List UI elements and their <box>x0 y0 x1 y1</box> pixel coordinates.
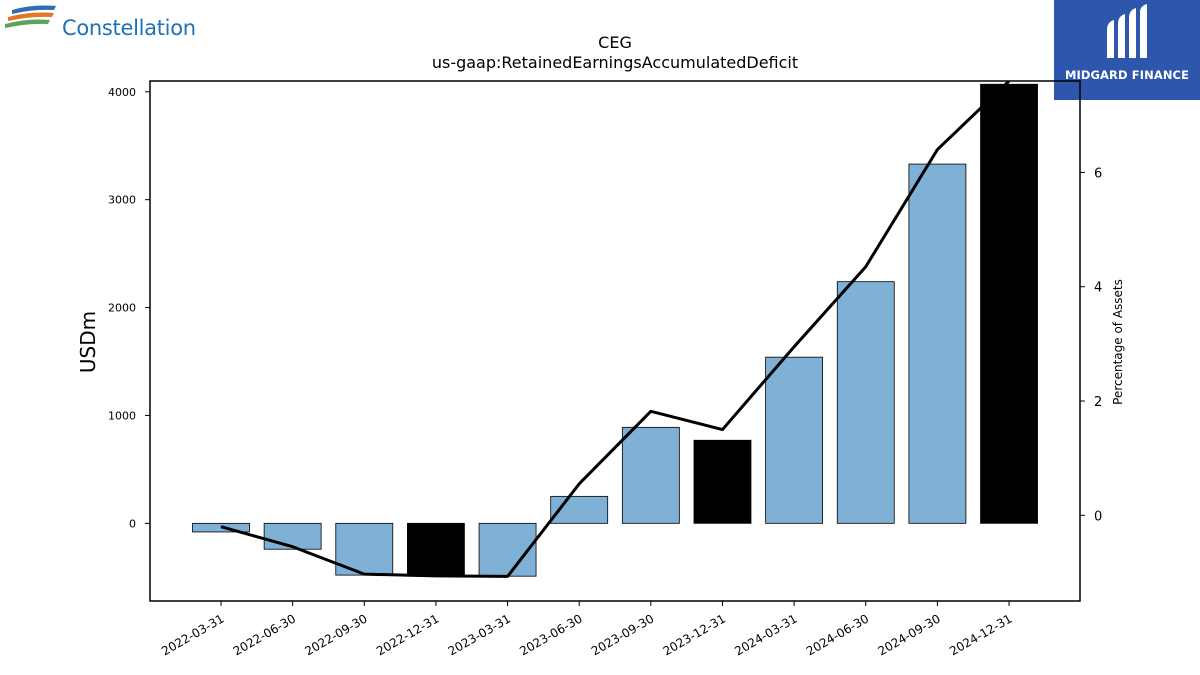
bar <box>693 439 752 524</box>
bar <box>621 426 680 524</box>
bar <box>908 163 967 524</box>
plot-frame <box>149 80 1081 602</box>
y-tick-label: 4000 <box>108 86 136 99</box>
x-tick-label: 2023-06-30 <box>517 611 584 658</box>
brand-logo: MIDGARD FINANCE <box>1054 0 1200 100</box>
y2-tick-label: 0 <box>1094 509 1102 524</box>
bar <box>263 522 322 550</box>
company-name: Constellation <box>62 16 196 40</box>
x-tick-label: 2023-09-30 <box>589 611 656 658</box>
x-tick-label: 2022-03-31 <box>159 611 226 658</box>
company-logo: Constellation <box>4 4 214 48</box>
x-tick-label: 2024-12-31 <box>947 611 1014 658</box>
y2-tick-label: 6 <box>1094 166 1102 181</box>
y-tick-label: 2000 <box>108 302 136 315</box>
bar <box>980 83 1038 524</box>
brand-mark-icon <box>1107 4 1147 58</box>
y2-tick-label: 2 <box>1094 395 1102 410</box>
y-tick-label: 3000 <box>108 194 136 207</box>
series-line <box>220 81 1011 578</box>
x-tick-label: 2022-06-30 <box>231 611 298 658</box>
bar <box>407 522 465 577</box>
y-axis-label: USDm <box>76 311 100 373</box>
x-tick-label: 2022-12-31 <box>374 611 441 658</box>
x-tick-label: 2023-12-31 <box>661 611 728 658</box>
chart-title: CEG <box>598 33 632 52</box>
y-tick-label: 1000 <box>108 409 136 422</box>
x-tick-label: 2024-09-30 <box>875 611 942 658</box>
y-tick-label: 0 <box>129 517 136 530</box>
x-tick-label: 2022-09-30 <box>302 611 369 658</box>
x-tick-label: 2024-06-30 <box>804 611 871 658</box>
swoosh-icon <box>5 5 56 28</box>
chart-subtitle: us-gaap:RetainedEarningsAccumulatedDefic… <box>432 53 798 72</box>
y2-axis-label: Percentage of Assets <box>1111 279 1125 405</box>
x-tick-label: 2023-03-31 <box>446 611 513 658</box>
x-tick-label: 2024-03-31 <box>732 611 799 658</box>
y2-tick-label: 4 <box>1094 281 1102 296</box>
bar <box>836 281 895 524</box>
bar <box>765 356 824 524</box>
brand-name: MIDGARD FINANCE <box>1064 68 1190 82</box>
